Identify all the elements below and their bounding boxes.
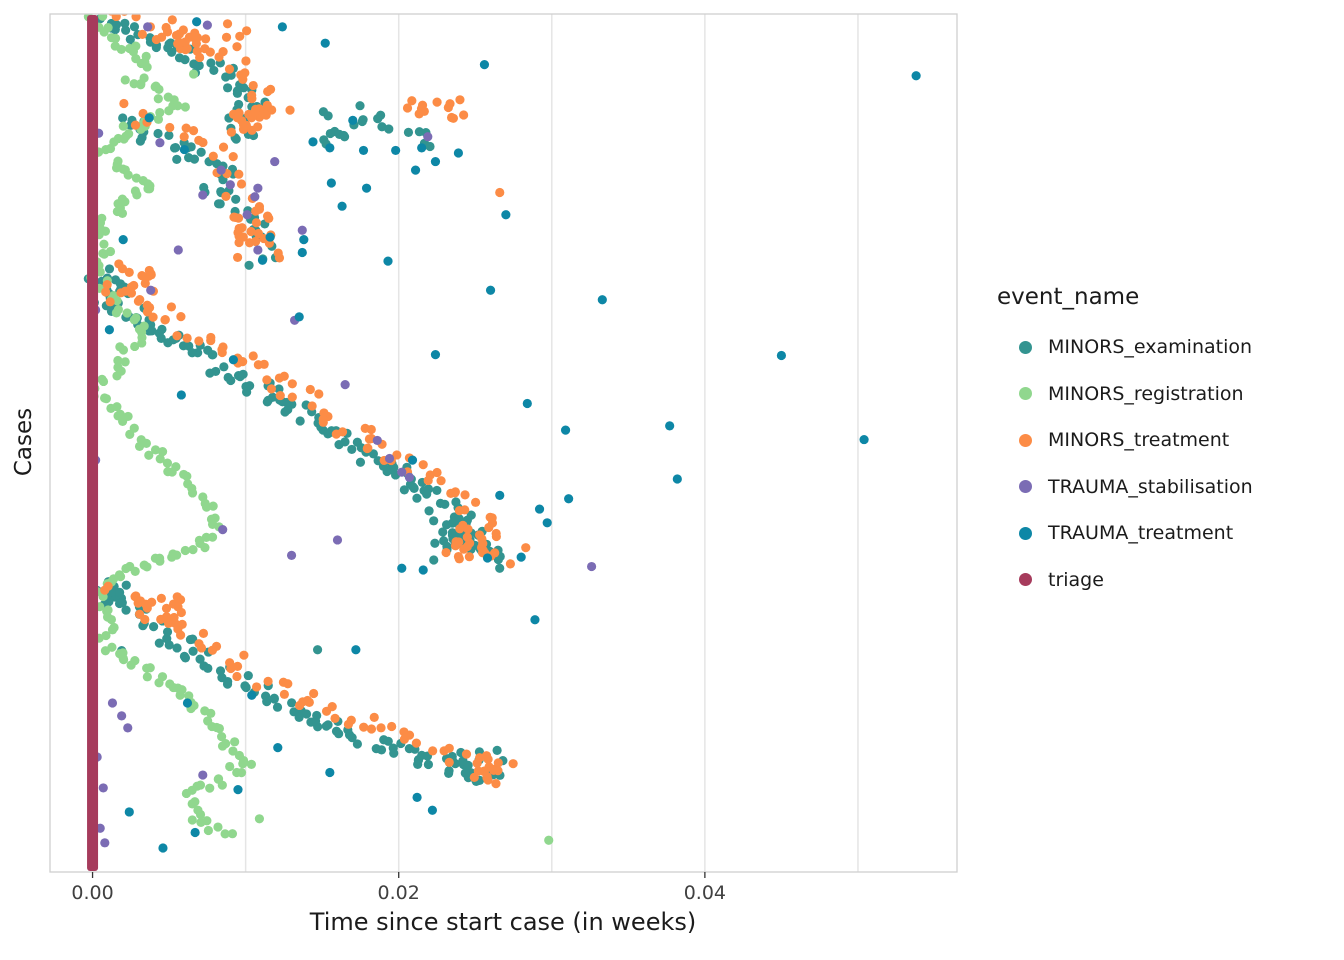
legend-swatch-minors-treatment-icon <box>1019 433 1032 447</box>
legend: event_name MINORS_examination MINORS_reg… <box>997 284 1337 603</box>
legend-row: triage <box>997 557 1337 604</box>
y-axis-title: Cases <box>11 407 37 477</box>
legend-label: TRAUMA_stabilisation <box>1048 475 1253 498</box>
x-tick-label-1: 0.02 <box>377 882 420 904</box>
legend-row: TRAUMA_stabilisation <box>997 464 1337 511</box>
legend-row: TRAUMA_treatment <box>997 510 1337 557</box>
legend-title: event_name <box>997 284 1140 310</box>
legend-swatch-trauma-stabilisation-icon <box>1019 480 1032 494</box>
legend-label: TRAUMA_treatment <box>1048 522 1234 545</box>
legend-label: MINORS_registration <box>1048 382 1244 405</box>
legend-label: MINORS_treatment <box>1048 429 1230 452</box>
legend-label: MINORS_examination <box>1048 336 1253 359</box>
legend-swatch-minors-registration-icon <box>1019 387 1032 401</box>
x-tick-label-0: 0.00 <box>71 882 114 904</box>
legend-row: MINORS_registration <box>997 371 1337 418</box>
legend-row: MINORS_treatment <box>997 417 1337 464</box>
x-axis-title: Time since start case (in weeks) <box>309 908 697 936</box>
legend-swatch-triage-icon <box>1019 573 1032 587</box>
legend-swatch-minors-examination-icon <box>1019 340 1032 354</box>
legend-row: MINORS_examination <box>997 324 1337 371</box>
legend-swatch-trauma-treatment-icon <box>1019 526 1032 540</box>
x-tick-label-2: 0.04 <box>683 882 727 904</box>
legend-label: triage <box>1048 568 1104 591</box>
